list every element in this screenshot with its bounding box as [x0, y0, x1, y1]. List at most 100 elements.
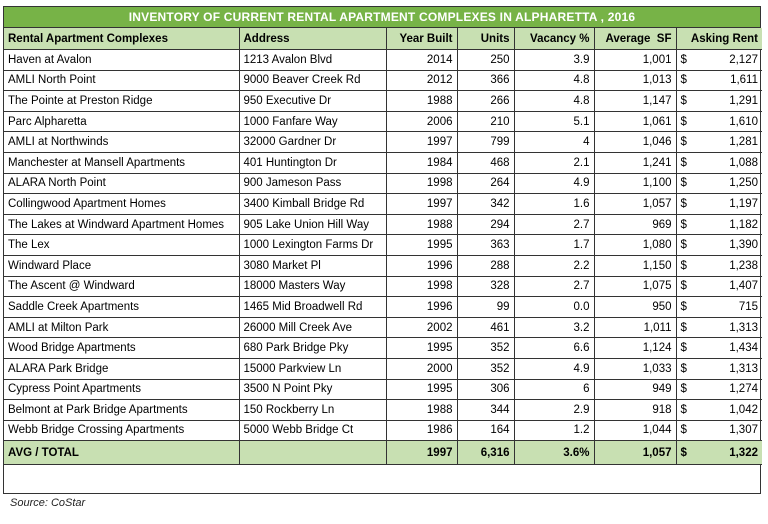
cell-units: 250: [456, 49, 515, 71]
cell-asking-rent: $1,197: [675, 193, 762, 215]
cell-vacancy: 2.1: [513, 151, 595, 174]
cell-address: 3080 Market Pl: [238, 254, 387, 277]
cell-units: 306: [456, 378, 515, 401]
cell-asking-rent: $1,434: [675, 337, 762, 359]
header-row: Rental Apartment Complexes Address Year …: [4, 28, 762, 50]
table-row: Windward Place 3080 Market Pl 1996 288 2.2 1,…: [4, 254, 762, 277]
rent-value: 1,197: [729, 197, 758, 210]
cell-complex-name: ALARA North Point: [4, 172, 240, 195]
table-title: INVENTORY OF CURRENT RENTAL APARTMENT CO…: [4, 7, 760, 28]
cell-asking-rent: $1,407: [675, 275, 762, 298]
rent-value: 1,313: [729, 362, 758, 375]
cell-year-built: 1988: [385, 399, 458, 421]
inventory-table-container: INVENTORY OF CURRENT RENTAL APARTMENT CO…: [3, 6, 762, 494]
cell-vacancy: 2.7: [513, 275, 595, 298]
cell-address: 401 Huntington Dr: [238, 151, 387, 174]
total-label: AVG / TOTAL: [4, 440, 240, 466]
rent-value: 1,182: [729, 218, 758, 231]
cell-complex-name: Belmont at Park Bridge Apartments: [4, 399, 240, 421]
table-row: Wood Bridge Apartments 680 Park Bridge Pk…: [4, 337, 762, 359]
cell-asking-rent: $2,127: [675, 49, 762, 71]
currency-sign: $: [680, 403, 687, 416]
cell-address: 1465 Mid Broadwell Rd: [238, 296, 387, 318]
cell-asking-rent: $1,250: [675, 172, 762, 195]
table-row: Haven at Avalon 1213 Avalon Blvd 2014 250 3.…: [4, 49, 762, 71]
cell-asking-rent: $1,313: [675, 316, 762, 339]
table-row: Belmont at Park Bridge Apartments 150 Roc…: [4, 399, 762, 421]
cell-average-sf: 1,241: [593, 151, 677, 174]
total-average-sf: 1,057: [593, 440, 677, 466]
col-header-year-built: Year Built: [385, 28, 458, 50]
currency-sign: $: [680, 177, 687, 190]
cell-vacancy: 4.9: [513, 172, 595, 195]
currency-sign: $: [680, 362, 687, 375]
rent-value: 1,390: [729, 239, 758, 252]
cell-vacancy: 3.2: [513, 316, 595, 339]
cell-average-sf: 1,013: [593, 69, 677, 92]
cell-year-built: 1988: [385, 213, 458, 236]
cell-address: 18000 Masters Way: [238, 275, 387, 298]
currency-sign: $: [680, 300, 687, 313]
cell-address: 3400 Kimball Bridge Rd: [238, 193, 387, 215]
total-address: [238, 440, 387, 466]
col-header-address: Address: [238, 28, 387, 50]
cell-average-sf: 1,046: [593, 131, 677, 153]
col-header-asking-rent: Asking Rent: [675, 28, 762, 50]
cell-address: 3500 N Point Pky: [238, 378, 387, 401]
cell-asking-rent: $1,182: [675, 213, 762, 236]
cell-vacancy: 2.7: [513, 213, 595, 236]
cell-vacancy: 4.8: [513, 69, 595, 92]
currency-sign: $: [680, 74, 687, 87]
cell-units: 366: [456, 69, 515, 92]
rent-value: 2,127: [729, 53, 758, 66]
cell-year-built: 1998: [385, 275, 458, 298]
cell-year-built: 1997: [385, 193, 458, 215]
cell-address: 32000 Gardner Dr: [238, 131, 387, 153]
cell-year-built: 1998: [385, 172, 458, 195]
currency-sign: $: [680, 321, 687, 334]
table-row: Collingwood Apartment Homes 3400 Kimball …: [4, 193, 762, 215]
col-header-average-sf: Average SF: [593, 28, 677, 50]
currency-sign: $: [680, 53, 687, 66]
cell-vacancy: 1.2: [513, 419, 595, 442]
cell-complex-name: Windward Place: [4, 254, 240, 277]
cell-complex-name: AMLI at Northwinds: [4, 131, 240, 153]
cell-asking-rent: $1,088: [675, 151, 762, 174]
total-year: 1997: [385, 440, 458, 466]
cell-address: 680 Park Bridge Pky: [238, 337, 387, 359]
rent-value: 1,611: [730, 74, 758, 87]
rent-value: 1,434: [729, 342, 758, 355]
source-note: Source: CoStar: [10, 497, 86, 509]
inventory-table: Rental Apartment Complexes Address Year …: [4, 28, 762, 466]
cell-vacancy: 2.2: [513, 254, 595, 277]
cell-complex-name: The Ascent @ Windward: [4, 275, 240, 298]
rent-value: 1,281: [729, 136, 758, 149]
rent-value: 1,250: [729, 177, 758, 190]
cell-complex-name: AMLI at Milton Park: [4, 316, 240, 339]
total-vacancy: 3.6%: [513, 440, 595, 466]
table-row: AMLI North Point 9000 Beaver Creek Rd 2012…: [4, 69, 762, 92]
cell-asking-rent: $1,611: [675, 69, 762, 92]
cell-year-built: 1988: [385, 90, 458, 112]
currency-sign: $: [680, 218, 687, 231]
cell-year-built: 1995: [385, 378, 458, 401]
cell-vacancy: 6.6: [513, 337, 595, 359]
cell-average-sf: 918: [593, 399, 677, 421]
cell-units: 288: [456, 254, 515, 277]
currency-sign: $: [680, 424, 687, 437]
currency-sign: $: [680, 259, 687, 272]
cell-average-sf: 1,057: [593, 193, 677, 215]
cell-address: 950 Executive Dr: [238, 90, 387, 112]
currency-sign: $: [680, 197, 687, 210]
cell-vacancy: 2.9: [513, 399, 595, 421]
rent-value: 1,313: [729, 321, 758, 334]
cell-complex-name: Collingwood Apartment Homes: [4, 193, 240, 215]
cell-units: 344: [456, 399, 515, 421]
cell-complex-name: Wood Bridge Apartments: [4, 337, 240, 359]
cell-asking-rent: $1,313: [675, 357, 762, 380]
cell-complex-name: Webb Bridge Crossing Apartments: [4, 419, 240, 442]
cell-units: 363: [456, 234, 515, 256]
cell-address: 26000 Mill Creek Ave: [238, 316, 387, 339]
table-row: Cypress Point Apartments 3500 N Point Pky…: [4, 378, 762, 401]
table-row: AMLI at Northwinds 32000 Gardner Dr 1997 79…: [4, 131, 762, 153]
